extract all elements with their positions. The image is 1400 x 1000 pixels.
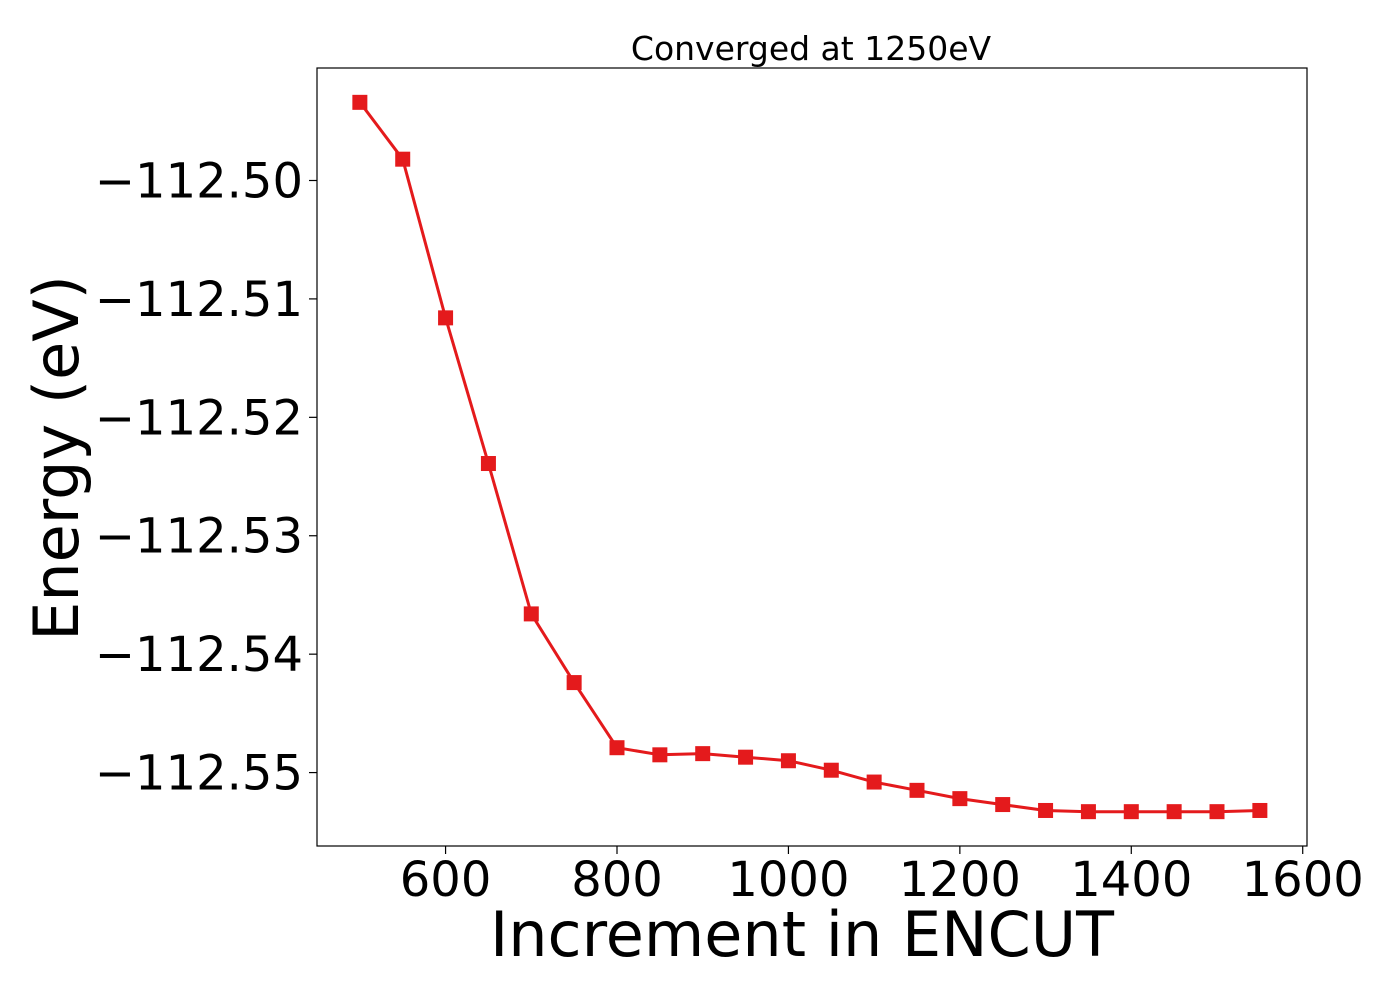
data-point <box>609 740 625 756</box>
x-tick-label: 800 <box>571 852 663 908</box>
data-point <box>480 456 496 472</box>
y-axis-label: Energy (eV) <box>20 275 93 641</box>
data-point <box>1166 804 1182 820</box>
data-point <box>995 797 1011 813</box>
x-tick-label: 1000 <box>727 852 849 908</box>
data-point <box>1209 804 1225 820</box>
data-point <box>1080 804 1096 820</box>
data-point <box>395 151 411 167</box>
data-point <box>952 791 968 807</box>
data-point <box>438 310 454 326</box>
x-tick-label: 600 <box>400 852 492 908</box>
data-point <box>780 753 796 769</box>
data-point <box>909 782 925 798</box>
y-axis: −112.50 −112.51 −112.52 −112.53 −112.54 −112.… <box>95 153 317 802</box>
data-point <box>566 675 582 691</box>
x-axis: 600 800 1000 1200 1400 1600 <box>400 846 1364 908</box>
data-point <box>523 606 539 622</box>
data-point <box>1123 804 1139 820</box>
series-line <box>358 101 1260 814</box>
chart-title: Converged at 1250eV <box>631 29 992 68</box>
series-energy <box>352 94 1268 820</box>
data-point <box>352 94 368 110</box>
x-tick-label: 1400 <box>1070 852 1192 908</box>
plot-area <box>316 67 1308 847</box>
y-tick-label: −112.50 <box>95 153 303 209</box>
data-point <box>1038 802 1054 818</box>
data-point <box>1252 802 1268 818</box>
data-point <box>695 746 711 762</box>
y-tick-label: −112.53 <box>95 509 303 565</box>
x-axis-label: Increment in ENCUT <box>490 898 1115 971</box>
y-tick-label: −112.54 <box>95 627 303 683</box>
data-point <box>738 749 754 765</box>
x-tick-label: 1600 <box>1242 852 1364 908</box>
y-tick-label: −112.55 <box>95 746 303 802</box>
y-tick-label: −112.51 <box>95 272 303 328</box>
data-point <box>823 762 839 778</box>
y-tick-label: −112.52 <box>95 390 303 446</box>
data-point <box>652 747 668 763</box>
x-tick-label: 1200 <box>899 852 1021 908</box>
data-point <box>866 774 882 790</box>
